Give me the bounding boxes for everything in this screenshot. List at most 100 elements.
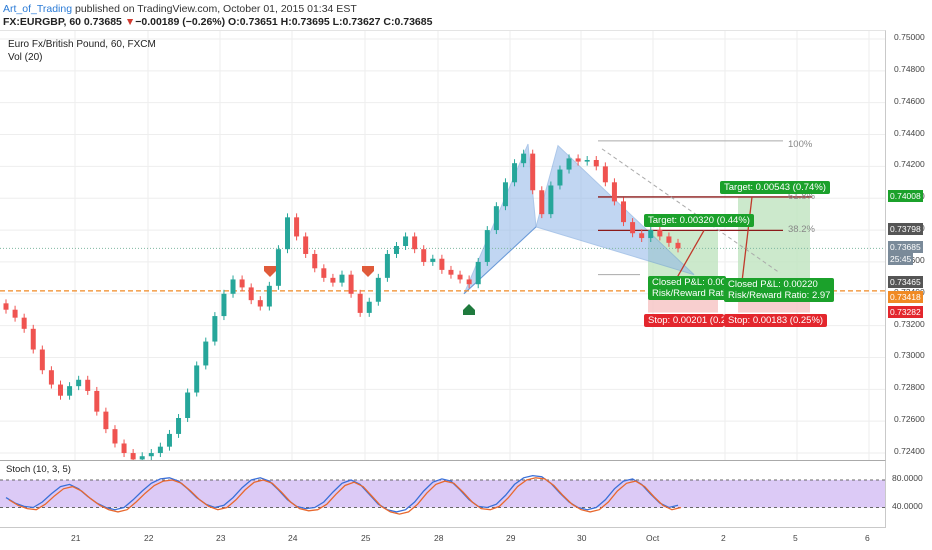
author-link[interactable]: Art_of_Trading: [3, 3, 73, 15]
stochastic-chart[interactable]: [0, 461, 886, 527]
time-tick-label: 22: [144, 533, 154, 543]
candle-body: [421, 249, 427, 262]
candle-body: [57, 384, 63, 396]
open-label: O:: [228, 16, 240, 28]
candle-body: [3, 303, 9, 310]
candle-body: [194, 365, 200, 393]
candle-body: [12, 309, 18, 318]
price-pane[interactable]: Euro Fx/British Pound, 60, FXCM Vol (20)…: [0, 30, 886, 460]
candle-body: [185, 392, 191, 418]
stoch-level-label: 40.0000: [892, 500, 923, 511]
closed-pnl-box-1[interactable]: Closed P&L: 0.002 Risk/Reward Ratio: 1: [648, 276, 726, 300]
buy-signal-arrow-icon: [463, 304, 475, 315]
price-tick-label: 0.73200: [894, 318, 925, 329]
time-tick-label: 28: [434, 533, 444, 543]
candle-body: [639, 233, 645, 239]
high-value: 0.73695: [291, 16, 330, 28]
sell-signal-arrow-icon: [362, 266, 374, 277]
candle-body: [239, 279, 245, 288]
profit-zone-2: [738, 196, 810, 284]
candle-body: [348, 274, 354, 294]
price-tag-label: 0.74008: [888, 189, 923, 202]
symbol-title: Euro Fx/British Pound, 60, FXCM: [8, 39, 156, 50]
price-tick-label: 0.75000: [894, 31, 925, 42]
candle-body: [366, 301, 372, 313]
candle-body: [521, 153, 527, 164]
candle-body: [21, 317, 27, 329]
price-tag-label: 0.73685: [888, 241, 923, 254]
open-value: 0.73651: [239, 16, 278, 28]
candle-body: [675, 242, 681, 249]
candle-body: [166, 433, 172, 447]
low-label: L:: [332, 16, 343, 28]
candle-body: [157, 446, 163, 454]
price-tag-label: 0.73418: [888, 290, 923, 303]
stoch-band: [0, 480, 885, 508]
candle-body: [285, 217, 291, 250]
price-tag-label: 0.73798: [888, 223, 923, 236]
fib-diagonal: [601, 148, 781, 274]
candle-body: [621, 201, 627, 223]
time-tick-label: 2: [721, 533, 726, 543]
stoch-d-line: [8, 477, 682, 515]
price-tick-label: 0.72600: [894, 414, 925, 425]
candle-body: [403, 236, 409, 246]
candle-body: [484, 230, 490, 262]
risk-reward-1: Risk/Reward Ratio: 1: [652, 288, 726, 299]
candle-body: [294, 217, 300, 237]
candle-body: [575, 158, 581, 162]
high-label: H:: [280, 16, 292, 28]
candle-body: [121, 443, 127, 454]
stop-label-1[interactable]: Stop: 0.00201 (0.2: [644, 314, 724, 327]
target-label-2[interactable]: Target: 0.00543 (0.74%): [720, 181, 830, 194]
candle-body: [230, 279, 236, 294]
publish-line: Art_of_Trading published on TradingView.…: [3, 3, 357, 15]
price-tick-label: 0.74200: [894, 159, 925, 170]
candle-body: [176, 418, 182, 434]
time-tick-label: 25: [361, 533, 371, 543]
candle-body: [502, 182, 508, 207]
low-value: 0.73627: [342, 16, 381, 28]
candle-body: [493, 206, 499, 231]
time-tick-label: 5: [793, 533, 798, 543]
candle-body: [112, 429, 118, 444]
candle-body: [375, 277, 381, 302]
candle-body: [275, 249, 281, 286]
candle-body: [393, 246, 399, 254]
stochastic-label[interactable]: Stoch (10, 3, 5): [6, 464, 71, 475]
candle-body: [548, 185, 554, 215]
time-tick-label: 6: [865, 533, 870, 543]
candle-body: [593, 160, 599, 167]
risk-reward-2: Risk/Reward Ratio: 2.97: [728, 290, 831, 301]
price-chart[interactable]: [0, 31, 886, 460]
candle-body: [67, 386, 73, 396]
price-tag-label: 0.73282: [888, 305, 923, 318]
time-tick-label: Oct: [646, 533, 660, 543]
price-axis[interactable]: 0.75000 0.74800 0.74600 0.74400 0.74200 0.740…: [886, 30, 932, 527]
candle-body: [384, 253, 390, 278]
candle-body: [512, 163, 518, 183]
candle-body: [357, 293, 363, 313]
candle-body: [566, 158, 572, 170]
time-tick-label: 21: [71, 533, 81, 543]
symbol-label[interactable]: FX:EURGBP, 60: [3, 16, 81, 28]
candle-body: [303, 236, 309, 254]
candle-body: [85, 379, 91, 391]
closed-pnl-box-2[interactable]: Closed P&L: 0.00220 Risk/Reward Ratio: 2…: [724, 278, 835, 302]
target-label-1[interactable]: Target: 0.00320 (0.44%): [644, 214, 754, 227]
pattern-bcd: [535, 144, 695, 276]
candle-body: [212, 316, 218, 342]
candle-body: [630, 222, 636, 234]
stochastic-pane[interactable]: Stoch (10, 3, 5): [0, 460, 886, 527]
candle-body: [130, 453, 136, 460]
publish-info: published on TradingView.com, October 01…: [72, 3, 357, 15]
time-axis[interactable]: 21 22 23 24 25 28 29 30 Oct 2 5 6: [0, 527, 886, 550]
price-tick-label: 0.74600: [894, 95, 925, 106]
candle-body: [321, 268, 327, 278]
volume-indicator-label[interactable]: Vol (20): [8, 52, 43, 63]
stop-label-2[interactable]: Stop: 0.00183 (0.25%): [724, 314, 828, 327]
candle-body: [412, 236, 418, 250]
symbol-quote-line: FX:EURGBP, 60 0.73685 ▼−0.00189 (−0.26%)…: [3, 16, 432, 28]
candle-body: [266, 285, 272, 307]
closed-pnl-2: Closed P&L: 0.00220: [728, 279, 818, 290]
